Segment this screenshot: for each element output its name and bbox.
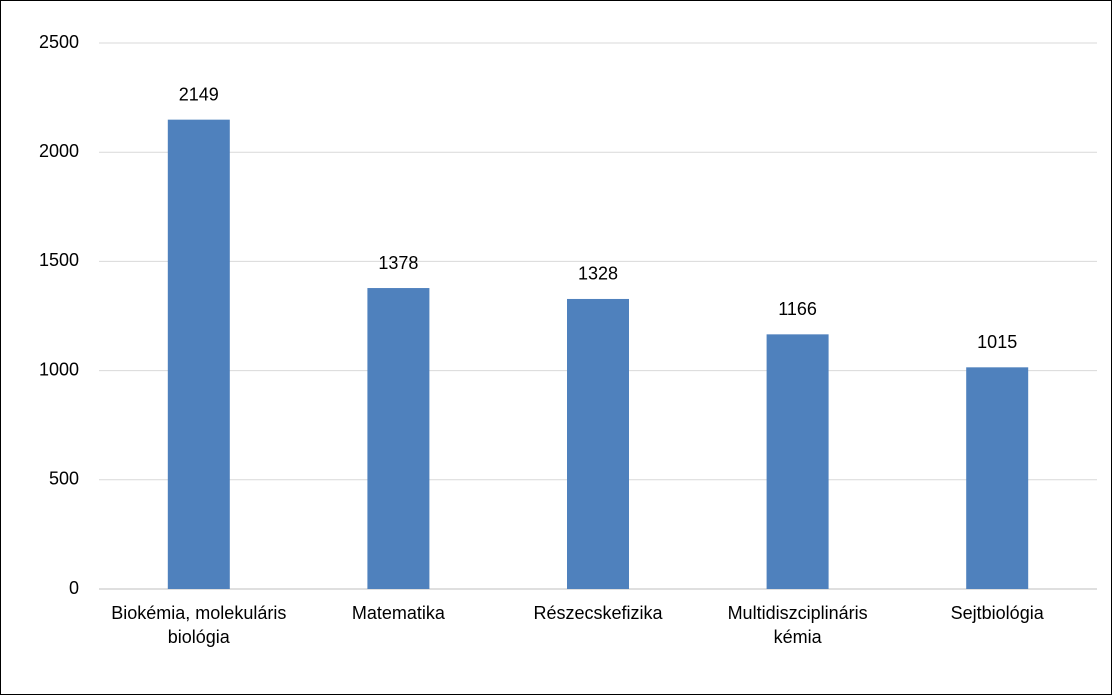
y-tick-label: 2000	[39, 141, 79, 161]
y-tick-label: 500	[49, 469, 79, 489]
y-tick-label: 0	[69, 578, 79, 598]
x-tick-label: Sejtbiológia	[950, 603, 1044, 623]
data-label: 1015	[977, 332, 1017, 352]
y-tick-label: 1500	[39, 250, 79, 270]
y-tick-label: 1000	[39, 359, 79, 379]
bar	[367, 288, 430, 589]
x-tick-label: Biokémia, molekuláris biológia	[111, 603, 287, 647]
y-tick-label: 2500	[39, 32, 79, 52]
bar	[966, 367, 1029, 589]
bar	[167, 119, 230, 590]
bar	[766, 334, 829, 589]
x-tick-label: Részecskefizika	[533, 603, 663, 623]
data-label: 2149	[179, 84, 219, 104]
data-label: 1378	[378, 253, 418, 273]
data-label: 1328	[578, 264, 618, 284]
data-label: 1166	[778, 299, 817, 319]
x-tick-label: Multidiszciplináris kémia	[727, 603, 868, 647]
bar	[567, 298, 629, 589]
x-tick-label: Matematika	[351, 603, 445, 623]
